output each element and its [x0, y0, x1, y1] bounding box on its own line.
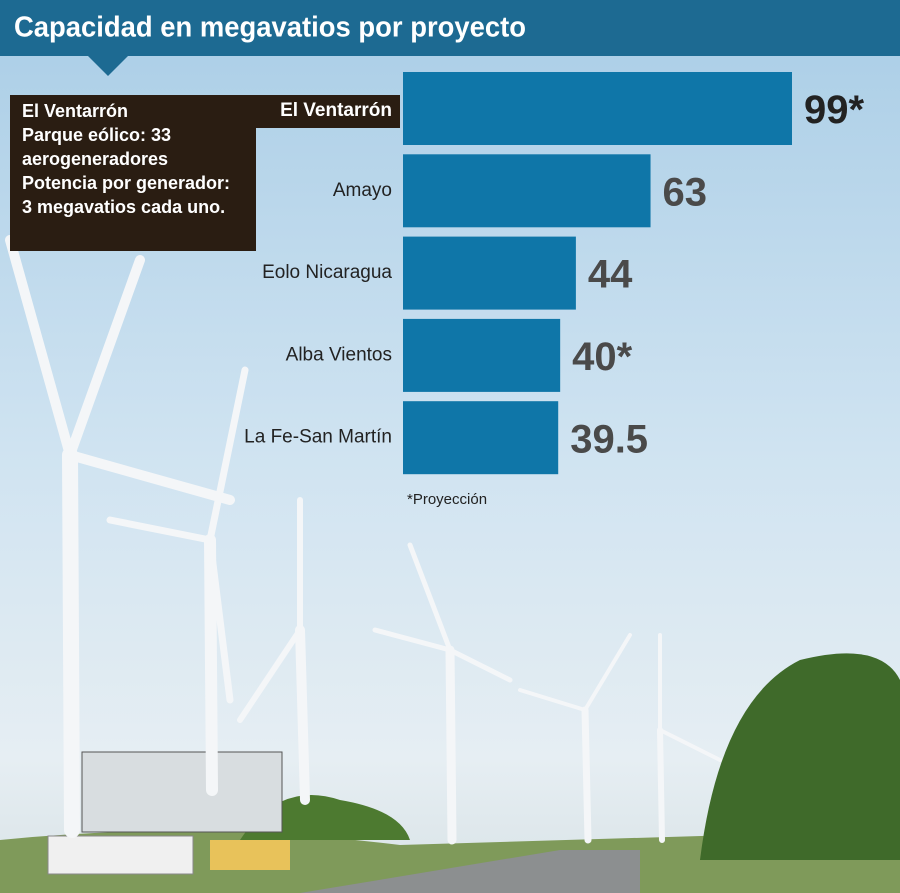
category-label: El Ventarrón [280, 100, 392, 121]
value-label: 40* [572, 335, 632, 379]
category-label: La Fe-San Martín [244, 427, 392, 448]
bar [403, 72, 792, 145]
title-pointer [88, 56, 128, 76]
category-label: Eolo Nicaragua [262, 262, 392, 283]
title-bar [0, 0, 900, 56]
category-label: Alba Vientos [286, 344, 392, 365]
value-label: 99* [804, 88, 864, 132]
bar [403, 154, 651, 228]
wind-turbines [5, 235, 722, 845]
highlight-label-box [250, 95, 400, 128]
landscape [0, 653, 900, 893]
plot-area: El Ventarrón 99* Amayo 63 Eolo Nicaragua 44 Al… [244, 72, 864, 475]
chart-title: Capacidad en megavatios por proyecto [14, 12, 526, 44]
info-line: El Ventarrón [22, 101, 128, 121]
info-line: aerogeneradores [22, 149, 168, 169]
category-label: Amayo [333, 180, 392, 201]
bar [403, 401, 559, 475]
value-label: 44 [588, 253, 633, 297]
info-line: 3 megavatios cada uno. [22, 197, 225, 217]
info-box [10, 95, 256, 251]
footnote: *Proyección [407, 491, 487, 508]
info-line: Parque eólico: 33 [22, 125, 171, 145]
info-line: Potencia por generador: [22, 173, 230, 193]
info-text: El Ventarrón Parque eólico: 33 aerogenerad… [22, 101, 230, 217]
bar [403, 318, 561, 392]
value-label: 39.5 [570, 417, 648, 461]
bar [403, 236, 576, 310]
value-label: 63 [663, 170, 708, 214]
